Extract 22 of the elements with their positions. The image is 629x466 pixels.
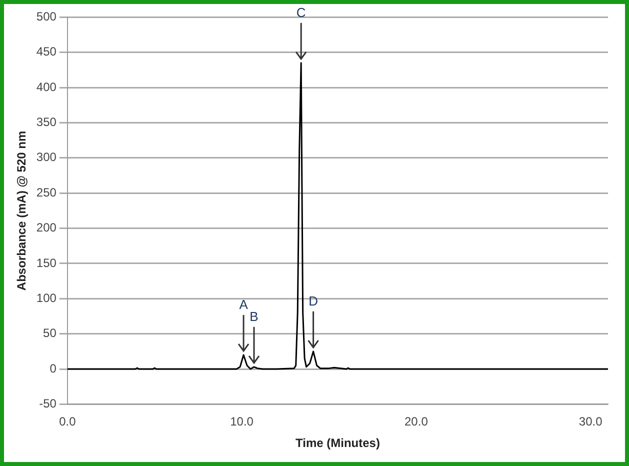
y-axis-title: Absorbance (mA) @ 520 nm: [14, 130, 29, 291]
y-tick-label: 100: [36, 290, 57, 305]
x-tick-label: 30.0: [578, 414, 603, 429]
y-tick-label: 0: [50, 361, 57, 376]
y-tick-label: 450: [36, 44, 57, 59]
y-tick-label: 150: [36, 256, 57, 270]
y-tick-label: 200: [36, 220, 57, 235]
x-tick-label: 20.0: [404, 414, 428, 429]
y-tick-label: -50: [39, 396, 57, 411]
y-tick-label: 300: [36, 150, 57, 164]
annotation: D: [308, 294, 318, 309]
annotation: A: [239, 297, 248, 312]
annotation: C: [296, 5, 306, 20]
y-tick-label: 50: [43, 326, 57, 340]
x-tick-label: 0.0: [59, 414, 76, 429]
y-tick-label: 250: [36, 185, 57, 200]
y-tick-label: 350: [36, 115, 57, 130]
y-tick-label: 400: [36, 80, 57, 94]
x-axis-title: Time (Minutes): [295, 436, 380, 450]
annotation: B: [250, 308, 258, 324]
y-tick-label: 500: [36, 10, 57, 24]
x-tick-label: 10.0: [230, 414, 254, 429]
